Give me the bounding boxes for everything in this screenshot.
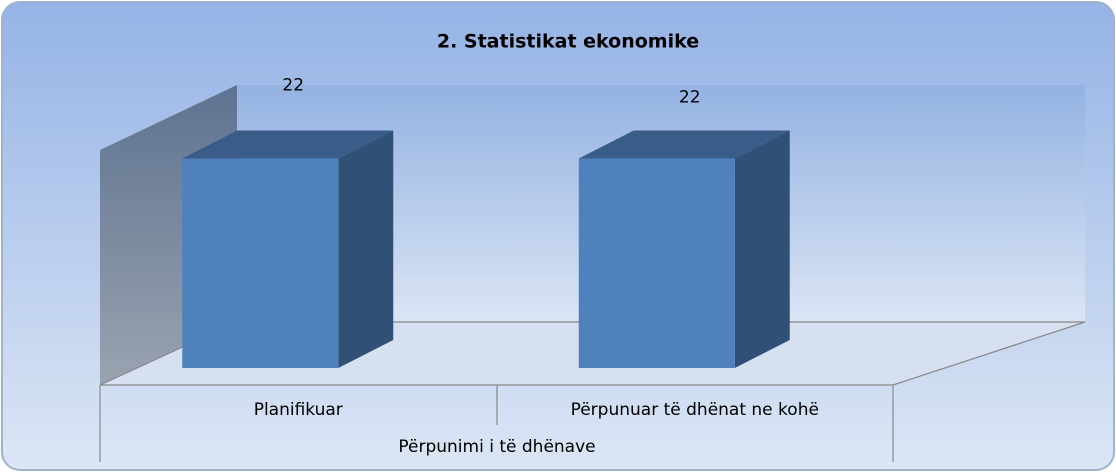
bar-top bbox=[578, 130, 790, 159]
chart-title: 2. Statistikat ekonomike bbox=[437, 31, 699, 53]
data-label: 22 bbox=[679, 88, 701, 108]
bar-top bbox=[182, 130, 394, 159]
data-label: 22 bbox=[282, 76, 304, 96]
bar bbox=[578, 158, 735, 368]
bar-side bbox=[338, 130, 394, 368]
bar-side bbox=[734, 130, 790, 368]
category-group-label: Përpunimi i të dhënave bbox=[398, 437, 595, 457]
x-tick-label: Përpunuar të dhënat ne kohë bbox=[571, 400, 819, 420]
bar bbox=[182, 158, 339, 368]
x-tick-label: Planifikuar bbox=[254, 400, 343, 420]
